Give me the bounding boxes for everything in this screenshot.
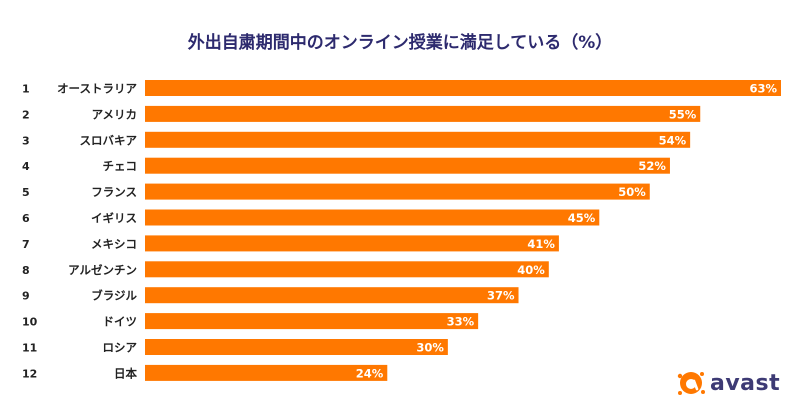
category-label: チェコ xyxy=(103,159,138,173)
category-label: ブラジル xyxy=(91,289,137,303)
value-label: 41% xyxy=(527,237,555,251)
bar xyxy=(145,313,479,330)
avast-logo: avast xyxy=(676,366,780,400)
rank-label: 5 xyxy=(22,186,30,199)
bar xyxy=(145,105,701,122)
category-label: オーストラリア xyxy=(57,82,137,96)
avast-logo-icon xyxy=(677,372,705,395)
rank-label: 10 xyxy=(22,316,38,329)
rank-label: 11 xyxy=(22,342,37,355)
rank-label: 8 xyxy=(22,264,30,277)
value-label: 45% xyxy=(568,211,596,225)
bar xyxy=(145,183,650,200)
value-label: 55% xyxy=(669,107,697,121)
value-label: 40% xyxy=(517,263,545,277)
bar xyxy=(145,261,549,278)
bar xyxy=(145,157,670,174)
category-label: イギリス xyxy=(91,211,137,225)
rank-label: 1 xyxy=(22,83,30,96)
value-label: 54% xyxy=(659,133,687,147)
rank-label: 2 xyxy=(22,108,30,121)
value-label: 37% xyxy=(487,289,515,303)
category-label: ドイツ xyxy=(103,315,138,329)
category-label: 日本 xyxy=(114,366,137,380)
rank-label: 9 xyxy=(22,290,30,303)
bar xyxy=(145,339,448,355)
category-label: アルゼンチン xyxy=(68,263,137,277)
value-label: 63% xyxy=(749,82,777,96)
value-label: 52% xyxy=(638,159,666,173)
rank-label: 4 xyxy=(22,160,30,173)
value-label: 33% xyxy=(447,315,475,329)
category-label: アメリカ xyxy=(92,107,137,121)
category-label: スロバキア xyxy=(80,133,138,147)
avast-logo-wordmark: avast xyxy=(710,370,781,396)
value-label: 24% xyxy=(356,366,384,380)
rank-label: 3 xyxy=(22,134,30,147)
value-label: 50% xyxy=(618,185,646,199)
category-label: フランス xyxy=(91,185,137,199)
bar xyxy=(145,131,691,148)
bar xyxy=(145,80,781,96)
bar xyxy=(145,209,600,226)
rank-label: 6 xyxy=(22,212,30,225)
bar xyxy=(145,364,388,381)
rank-label: 12 xyxy=(22,367,37,380)
category-label: メキシコ xyxy=(91,237,137,251)
category-label: ロシア xyxy=(103,341,138,355)
value-label: 30% xyxy=(416,341,444,355)
bar xyxy=(145,235,559,252)
bar xyxy=(145,287,519,304)
chart-title: 外出自粛期間中のオンライン授業に満足している（%） xyxy=(187,33,613,53)
rank-label: 7 xyxy=(22,238,30,251)
